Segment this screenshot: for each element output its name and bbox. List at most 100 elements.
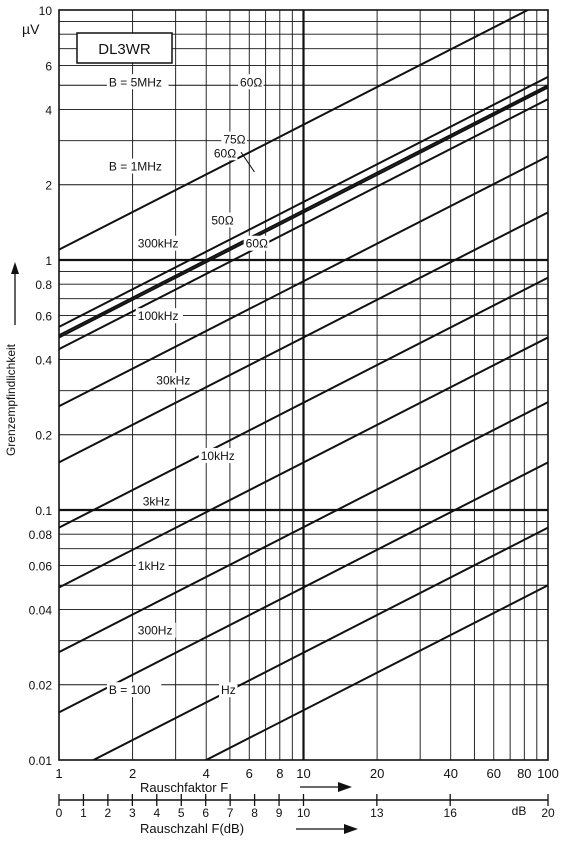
y-tick-label: 0.04 xyxy=(29,603,53,617)
y-tick-label: 0.2 xyxy=(35,429,52,443)
y-tick-label: 10 xyxy=(39,4,53,18)
x-tick-label: 40 xyxy=(443,766,457,781)
db-tick-label: 4 xyxy=(153,806,160,820)
y-tick-label: 1 xyxy=(45,254,52,268)
series-label: 3kHz xyxy=(143,495,170,509)
series-label: 100kHz xyxy=(138,309,179,323)
y-tick-label: 0.1 xyxy=(35,504,52,518)
y-tick-label: 6 xyxy=(45,59,52,73)
badge-text: DL3WR xyxy=(98,41,151,58)
series-line xyxy=(59,84,548,337)
series-line xyxy=(59,336,548,589)
y-tick-label: 0.06 xyxy=(29,559,53,573)
series-label: 300Hz xyxy=(138,624,173,638)
y-tick-label: 0.6 xyxy=(35,309,52,323)
series-label: 60Ω xyxy=(240,75,262,89)
db-tick-label: 7 xyxy=(227,806,234,820)
series-line xyxy=(59,401,548,654)
label-backing xyxy=(154,372,195,388)
label-backing xyxy=(198,447,239,463)
y-tick-label: 0.02 xyxy=(29,679,53,693)
series-line xyxy=(59,98,548,351)
label-backing xyxy=(106,158,169,174)
db-tick-label: 16 xyxy=(444,806,458,820)
series-label: 60Ω xyxy=(214,146,236,160)
plot-frame xyxy=(58,9,549,761)
x-tick-label: 4 xyxy=(203,766,210,781)
unit-label: µV xyxy=(22,21,40,37)
badge-box xyxy=(76,32,173,64)
series-label: Hz xyxy=(221,683,236,697)
x-tick-label: 60 xyxy=(487,766,501,781)
series-label: 60Ω xyxy=(246,237,268,251)
plot-border xyxy=(58,9,549,761)
db-tick-label: 9 xyxy=(276,806,283,820)
label-backing xyxy=(211,145,238,161)
x-tick-label: 10 xyxy=(296,766,310,781)
x-tick-label: 100 xyxy=(537,766,559,781)
label-backing xyxy=(106,74,169,90)
label-backing xyxy=(106,682,162,698)
y-tick-label: 2 xyxy=(45,179,52,193)
x-tick-label: 80 xyxy=(517,766,531,781)
x-tick-label: 8 xyxy=(276,766,283,781)
series-line xyxy=(204,584,548,760)
x-tick-label: 1 xyxy=(55,766,62,781)
db-tick-label: 20 xyxy=(541,806,555,820)
db-tick-label: 10 xyxy=(297,806,311,820)
series-line xyxy=(59,276,548,529)
series-line xyxy=(91,526,548,760)
series-label: B = 1MHz xyxy=(109,160,162,174)
label-backing xyxy=(135,558,169,574)
y-tick-labels: 0.01 0.02 0.04 0.06 0.08 0.1 0.2 0.4 0.6 0.8 1 2 4 6 1… xyxy=(29,4,53,768)
series-label: 10kHz xyxy=(201,449,235,463)
label-backing xyxy=(209,212,235,228)
grid xyxy=(58,9,549,761)
label-backing xyxy=(135,622,176,638)
y-axis-arrow-head xyxy=(11,262,19,274)
db-tick-label: 13 xyxy=(370,806,384,820)
y-axis-title: Grenzempfindlichkeit xyxy=(4,343,18,456)
label-backing xyxy=(135,308,183,324)
label-backing xyxy=(140,493,174,509)
x-axis-title-factor: Rauschfaktor F xyxy=(140,780,228,795)
db-tick-label: 1 xyxy=(80,806,87,820)
y-tick-label: 0.8 xyxy=(35,278,52,292)
db-tick-label: 5 xyxy=(178,806,185,820)
db-tick-label: 3 xyxy=(129,806,136,820)
series-label: 300kHz xyxy=(138,237,179,251)
series-label: B = 5MHz xyxy=(109,75,162,89)
series-label: 1kHz xyxy=(138,559,165,573)
db-tick-label: 0 xyxy=(56,806,63,820)
series-label: 50Ω xyxy=(211,213,233,227)
y-tick-label: 0.4 xyxy=(35,353,52,367)
label-leader-75 xyxy=(240,151,255,173)
db-tick-label: 2 xyxy=(105,806,112,820)
series-line xyxy=(59,461,548,714)
label-backing xyxy=(135,235,183,251)
series-lines xyxy=(59,10,548,760)
y-tick-label: 0.01 xyxy=(29,754,53,768)
label-backing xyxy=(219,682,238,698)
db-axis: 0 1 2 3 4 5 6 7 8 9 10 13 16 20 xyxy=(56,794,555,820)
series-line xyxy=(59,76,548,328)
label-backing xyxy=(221,131,247,147)
series-line xyxy=(59,86,548,339)
series-line xyxy=(59,155,548,408)
series-label: 75Ω xyxy=(223,133,245,147)
x-tick-label: 2 xyxy=(129,766,136,781)
label-backing xyxy=(238,74,264,90)
x-arrow-factor-head xyxy=(338,782,352,792)
db-tick-label: 6 xyxy=(202,806,209,820)
series-label: B = 100 xyxy=(109,683,151,697)
series-label: 30kHz xyxy=(156,374,190,388)
db-unit-label: dB xyxy=(512,804,527,818)
series-line xyxy=(59,211,548,464)
x-tick-label: 20 xyxy=(370,766,384,781)
x-axis-title-db: Rauschzahl F(dB) xyxy=(140,821,244,836)
label-backing xyxy=(243,235,270,251)
x-tick-label: 6 xyxy=(246,766,253,781)
y-tick-label: 0.08 xyxy=(29,528,53,542)
